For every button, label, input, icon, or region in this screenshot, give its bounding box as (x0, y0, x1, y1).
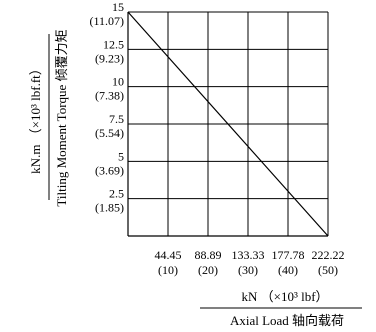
grid (128, 11, 329, 236)
x-axis-unit-label: kN （×10³ lbf） (241, 289, 328, 304)
x-tick-label: 177.78 (272, 248, 305, 262)
x-tick-label: 88.89 (195, 248, 222, 262)
y-tick-label-imperial: (7.38) (95, 89, 124, 103)
x-tick-label-imperial: (20) (198, 263, 218, 277)
y-tick-labels: 2.5(1.85) 5(3.69) 7.5(5.54) 10(7.38) 12.5(9.… (89, 0, 124, 215)
y-tick-label: 2.5 (109, 187, 124, 201)
y-tick-label-imperial: (11.07) (89, 14, 124, 28)
y-tick-label: 5 (118, 149, 124, 163)
y-axis-unit-label: kN.m （×10³ lbf.ft） (28, 62, 43, 174)
y-tick-label-imperial: (1.85) (95, 201, 124, 215)
plot-frame (127, 12, 328, 237)
y-axis-title: Tilting Moment Torque 倾覆力矩 (54, 29, 69, 206)
x-tick-label: 44.45 (155, 248, 182, 262)
x-axis-title: Axial Load 轴向载荷 (230, 313, 344, 328)
x-tick-labels: 44.45(10) 88.89(20) 133.33(30) 177.78(40) 22… (155, 248, 345, 277)
x-tick-label: 133.33 (231, 248, 264, 262)
y-tick-label: 15 (112, 0, 124, 14)
y-tick-label-imperial: (9.23) (95, 51, 124, 65)
x-tick-label-imperial: (50) (318, 263, 338, 277)
y-tick-label-imperial: (5.54) (95, 126, 124, 140)
x-tick-label-imperial: (10) (158, 263, 178, 277)
y-tick-label: 7.5 (109, 112, 124, 126)
series-line-0 (127, 11, 329, 237)
series-layer (127, 11, 329, 237)
x-tick-label-imperial: (30) (238, 263, 258, 277)
x-tick-label-imperial: (40) (278, 263, 298, 277)
y-tick-label: 12.5 (103, 37, 124, 51)
y-tick-label: 10 (112, 75, 124, 89)
x-tick-label: 222.22 (312, 248, 345, 262)
y-tick-label-imperial: (3.69) (95, 163, 124, 177)
